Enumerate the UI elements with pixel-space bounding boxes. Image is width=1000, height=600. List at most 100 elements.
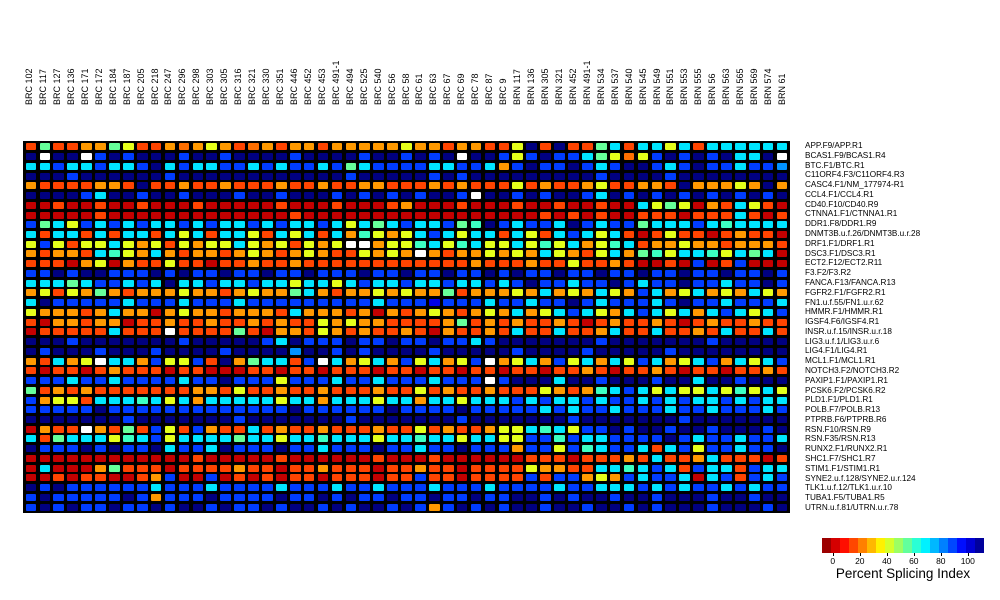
heatmap-cell-chip — [95, 367, 106, 375]
heatmap-cell — [413, 502, 427, 512]
heatmap-cell — [733, 239, 747, 249]
heatmap-cell-chip — [109, 425, 120, 433]
heatmap-cell — [191, 278, 205, 288]
heatmap-cell — [233, 424, 247, 434]
heatmap-cell — [441, 142, 455, 152]
heatmap-cell-chip — [262, 221, 273, 229]
heatmap-cell — [483, 395, 497, 405]
heatmap-cell-chip — [456, 484, 468, 492]
heatmap-cell-chip — [95, 143, 106, 151]
heatmap-cell — [427, 161, 441, 171]
heatmap-cell-chip — [470, 435, 482, 443]
heatmap-cell — [191, 502, 205, 512]
heatmap-cell — [511, 502, 525, 512]
heatmap-cell — [330, 444, 344, 454]
heatmap-cell-chip — [53, 172, 65, 180]
heatmap-cell — [191, 249, 205, 259]
heatmap-cell — [608, 171, 622, 181]
heatmap-cell — [52, 249, 66, 259]
heatmap-cell-chip — [442, 299, 454, 307]
heatmap-cell — [553, 463, 567, 473]
heatmap-cell-chip — [526, 299, 537, 307]
heatmap-cell — [594, 346, 608, 356]
heatmap-cell — [66, 444, 80, 454]
heatmap-cell-chip — [651, 357, 663, 365]
heatmap-cell-chip — [679, 318, 690, 326]
heatmap-cell — [427, 415, 441, 425]
heatmap-cell — [553, 308, 567, 318]
heatmap-cell-chip — [498, 182, 510, 190]
heatmap-cell-chip — [776, 279, 788, 287]
heatmap-cell-chip — [540, 318, 551, 326]
heatmap-cell — [553, 483, 567, 493]
heatmap-cell — [622, 473, 636, 483]
heatmap-cell — [525, 454, 539, 464]
heatmap-cell-chip — [665, 406, 677, 414]
heatmap-cell-chip — [526, 474, 537, 482]
heatmap-cell-chip — [456, 367, 468, 375]
heatmap-cell-chip — [331, 328, 343, 336]
heatmap-cell — [706, 269, 720, 279]
heatmap-cell-chip — [387, 338, 398, 346]
heatmap-cell — [692, 473, 706, 483]
heatmap-cell-chip — [693, 493, 704, 501]
heatmap-cell — [330, 259, 344, 269]
heatmap-cell-chip — [373, 211, 384, 219]
heatmap-cell — [469, 337, 483, 347]
heatmap-cell — [469, 152, 483, 162]
heatmap-cell-chip — [582, 143, 593, 151]
heatmap-cell — [163, 161, 177, 171]
heatmap-cell — [344, 415, 358, 425]
heatmap-cell — [580, 200, 594, 210]
heatmap-cell-chip — [776, 445, 788, 453]
colorbar-tick-label: 20 — [855, 556, 865, 566]
heatmap-cell-chip — [609, 406, 621, 414]
heatmap-cell-chip — [373, 435, 384, 443]
heatmap-cell — [330, 220, 344, 230]
heatmap-cell-chip — [359, 162, 371, 170]
heatmap-cell-chip — [526, 503, 537, 511]
heatmap-cell — [775, 454, 789, 464]
heatmap-cell-chip — [442, 201, 454, 209]
heatmap-cell — [24, 278, 38, 288]
heatmap-cell — [344, 366, 358, 376]
heatmap-cell — [497, 288, 511, 298]
heatmap-cell-chip — [95, 172, 106, 180]
heatmap-cell — [205, 493, 219, 503]
heatmap-cell-chip — [95, 464, 106, 472]
heatmap-cell-chip — [651, 211, 663, 219]
heatmap-cell — [330, 405, 344, 415]
heatmap-cell-chip — [456, 415, 468, 423]
heatmap-cell-chip — [262, 338, 273, 346]
heatmap-cell-chip — [568, 454, 579, 462]
heatmap-cell — [400, 385, 414, 395]
heatmap-cell-chip — [123, 367, 134, 375]
heatmap-cell — [191, 405, 205, 415]
heatmap-cell — [260, 269, 274, 279]
heatmap-cell — [219, 181, 233, 191]
heatmap-cell-chip — [262, 153, 273, 161]
heatmap-cell — [205, 239, 219, 249]
heatmap-cell — [163, 269, 177, 279]
heatmap-cell — [177, 434, 191, 444]
heatmap-cell — [149, 249, 163, 259]
heatmap-cell-chip — [359, 221, 371, 229]
heatmap-cell-chip — [582, 464, 593, 472]
heatmap-cell-chip — [234, 221, 245, 229]
heatmap-cell-chip — [748, 260, 760, 268]
heatmap-cell — [274, 395, 288, 405]
heatmap-cell-chip — [178, 279, 190, 287]
heatmap-cell — [719, 269, 733, 279]
heatmap-cell-chip — [665, 464, 677, 472]
heatmap-cell-chip — [303, 230, 315, 238]
heatmap-cell — [413, 298, 427, 308]
heatmap-cell-chip — [540, 377, 551, 385]
heatmap-cell-chip — [387, 415, 398, 423]
heatmap-cell — [219, 259, 233, 269]
heatmap-cell — [622, 317, 636, 327]
heatmap-cell-chip — [637, 201, 649, 209]
heatmap-cell — [219, 298, 233, 308]
heatmap-cell-chip — [637, 318, 649, 326]
heatmap-cell-chip — [248, 435, 259, 443]
heatmap-cell-chip — [442, 318, 454, 326]
